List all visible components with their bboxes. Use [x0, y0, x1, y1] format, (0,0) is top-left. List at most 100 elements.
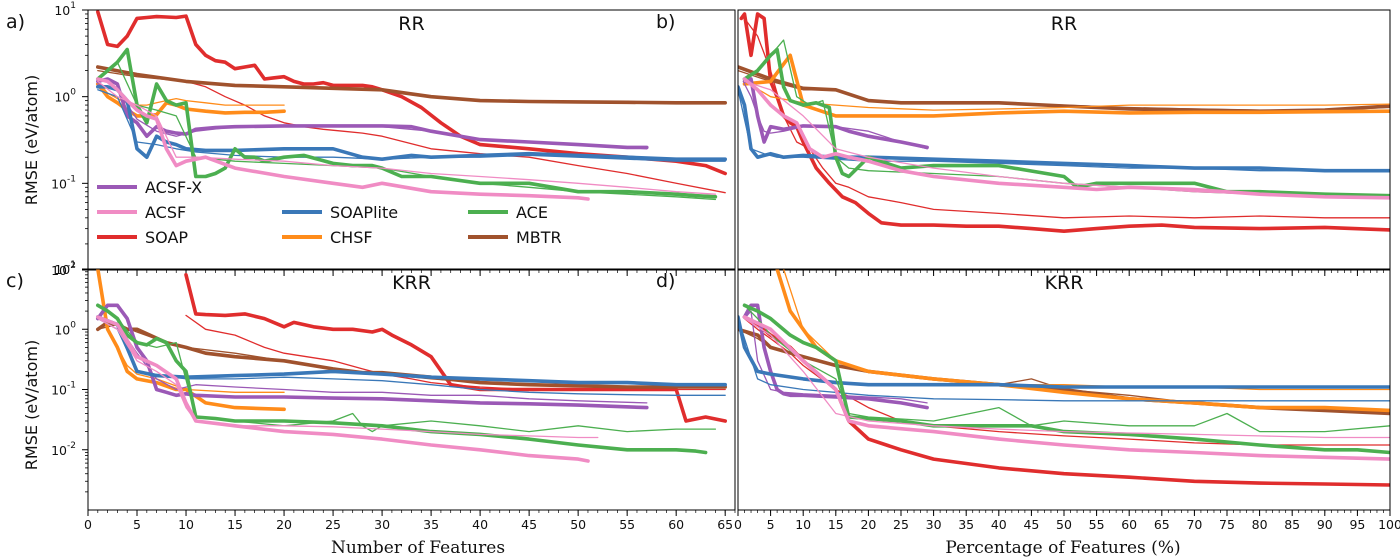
legend-label: SOAP: [145, 228, 188, 247]
y-tick-label: 100: [54, 88, 76, 105]
series-group: [96, 269, 728, 463]
x-tick-label: 75: [1219, 517, 1235, 532]
x-tick-label: 40: [472, 517, 488, 532]
series-ace-thick: [96, 303, 708, 455]
xlabel-left: Number of Features: [331, 538, 505, 558]
x-tick-label: 10: [795, 517, 811, 532]
legend-label: SOAPlite: [330, 203, 398, 222]
series-acsf-thin: [97, 317, 599, 439]
panel-c: 10-2 10-1 100 101 0 5 10 15 20 25 30 35 40 45 50 55 60 65…: [6, 260, 736, 532]
panel-a: 10-2 10-1 100 101 RR a): [6, 1, 736, 278]
panel-letter: d): [656, 270, 675, 292]
panel-letter: c): [6, 270, 24, 292]
series-soaplite-thin: [738, 317, 1390, 402]
x-tick-label: 45: [521, 517, 537, 532]
series-acsf-thin: [743, 317, 1390, 439]
panel-title: RR: [1051, 13, 1077, 35]
series-chsf-thick: [96, 269, 286, 412]
x-tick-label: 40: [991, 517, 1007, 532]
ylabel-bottom: RMSE (eV/atom): [22, 340, 41, 470]
y-tick-label: 10-1: [51, 381, 76, 398]
series-mbtr-thin: [97, 69, 726, 104]
x-tick-label: 35: [958, 517, 974, 532]
panel-title: RR: [398, 13, 424, 35]
panel-title: KRR: [1045, 272, 1084, 294]
legend-item-mbtr: MBTR: [468, 228, 562, 247]
series-mbtr-thick: [96, 65, 728, 105]
series-ace-thick: [96, 47, 718, 199]
x-tick-label: 5: [133, 517, 141, 532]
x-tick-label: 50: [1056, 517, 1072, 532]
series-ace-thick: [742, 303, 1390, 455]
legend-item-soaplite: SOAPlite: [282, 203, 398, 222]
series-soaplite-thick: [96, 315, 728, 387]
y-tick-label: 10-2: [51, 441, 76, 458]
legend: ACSF-X ACSF SOAP SOAPlite CHSF ACE MBTR: [97, 178, 562, 247]
series-acsf-x-thin: [97, 83, 648, 150]
y-tick-label: 100: [54, 320, 76, 337]
series-acsf-thick: [742, 315, 1390, 461]
series-group: [738, 12, 1390, 233]
series-mbtr-thick: [96, 320, 728, 389]
x-tick-label: 20: [860, 517, 876, 532]
series-chsf-thick: [742, 53, 1390, 118]
x-tick-label: 50: [570, 517, 586, 532]
x-tick-label: 65: [717, 517, 733, 532]
x-tick-label: 15: [227, 517, 243, 532]
series-ace-thin: [97, 304, 717, 433]
x-tick-label: 65: [1154, 517, 1170, 532]
panel-b: RR b): [656, 9, 1391, 276]
legend-label: MBTR: [516, 228, 562, 247]
legend-label: CHSF: [330, 228, 373, 247]
panel-d: 0 5 10 15 20 25 30 35 40 45 50 55 60 65 70 75 80 85 90 95 10…: [656, 268, 1400, 532]
series-soaplite-thick: [738, 315, 1390, 389]
panel-title: KRR: [392, 272, 431, 294]
y-tick-label: 101: [54, 260, 76, 277]
x-tick-label: 55: [1089, 517, 1105, 532]
x-tick-label: 55: [619, 517, 635, 532]
series-soap-thin: [185, 80, 726, 194]
series-acsf-x-thick: [96, 77, 649, 150]
xlabel-right: Percentage of Features (%): [945, 538, 1180, 558]
series-soaplite-thick: [96, 85, 728, 161]
x-tick-label: 35: [423, 517, 439, 532]
y-tick-label: 10-1: [51, 174, 76, 191]
series-acsf-thick: [96, 77, 590, 201]
panel-letter: b): [656, 11, 675, 33]
series-group: [738, 269, 1390, 487]
legend-item-chsf: CHSF: [282, 228, 373, 247]
series-acsf-thick: [742, 77, 1390, 200]
legend-label: ACE: [516, 203, 548, 222]
x-tick-label: 85: [1284, 517, 1300, 532]
y-tick-label: 10-2: [51, 261, 76, 278]
series-chsf-thick: [775, 269, 1390, 413]
legend-item-ace: ACE: [468, 203, 548, 222]
legend-label: ACSF: [145, 203, 186, 222]
y-tick-label: 101: [54, 1, 76, 18]
x-tick-label: 25: [893, 517, 909, 532]
legend-item-soap: SOAP: [97, 228, 188, 247]
x-tick-label: 0: [84, 517, 92, 532]
series-acsf-x-thick: [742, 303, 929, 410]
series-ace-thin: [743, 304, 1390, 433]
x-tick-label: 90: [1317, 517, 1333, 532]
panel-letter: a): [6, 11, 25, 33]
x-tick-label: 95: [1349, 517, 1365, 532]
series-soap-thick: [739, 12, 1390, 233]
series-soap-thick: [184, 272, 728, 423]
x-tick-label: 30: [374, 517, 390, 532]
x-tick-label: 20: [276, 517, 292, 532]
series-soaplite-thin: [97, 89, 726, 162]
x-tick-label: 45: [1023, 517, 1039, 532]
series-acsf-x-thin: [97, 317, 648, 404]
x-tick-label: 10: [178, 517, 194, 532]
ylabel-top: RMSE (eV/atom): [22, 75, 41, 205]
series-acsf-thin: [97, 80, 717, 195]
x-tick-label: 5: [767, 517, 775, 532]
x-tick-label: 25: [325, 517, 341, 532]
legend-item-acsf: ACSF: [97, 203, 186, 222]
legend-label: ACSF-X: [145, 178, 202, 197]
x-tick-label: 80: [1252, 517, 1268, 532]
x-tick-label: 15: [828, 517, 844, 532]
